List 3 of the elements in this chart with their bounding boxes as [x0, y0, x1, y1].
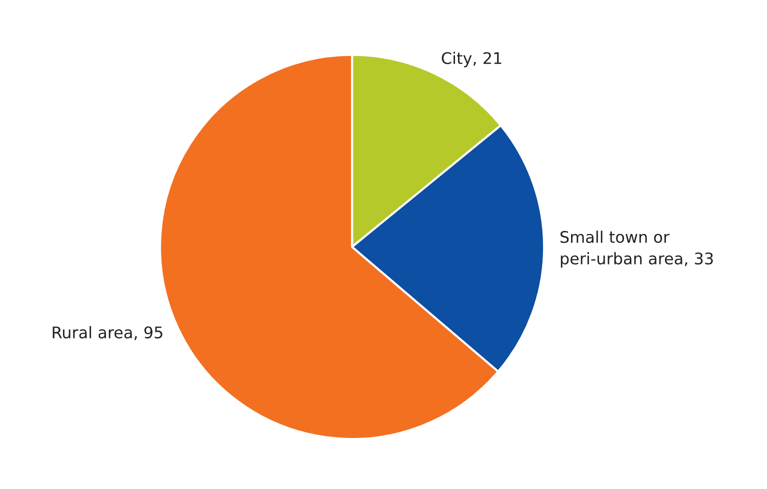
slice-label: City, 21 — [442, 52, 502, 68]
slice-label: Small town or peri-urban area, 33 — [560, 230, 713, 268]
slice-label: Rural area, 95 — [52, 326, 162, 340]
